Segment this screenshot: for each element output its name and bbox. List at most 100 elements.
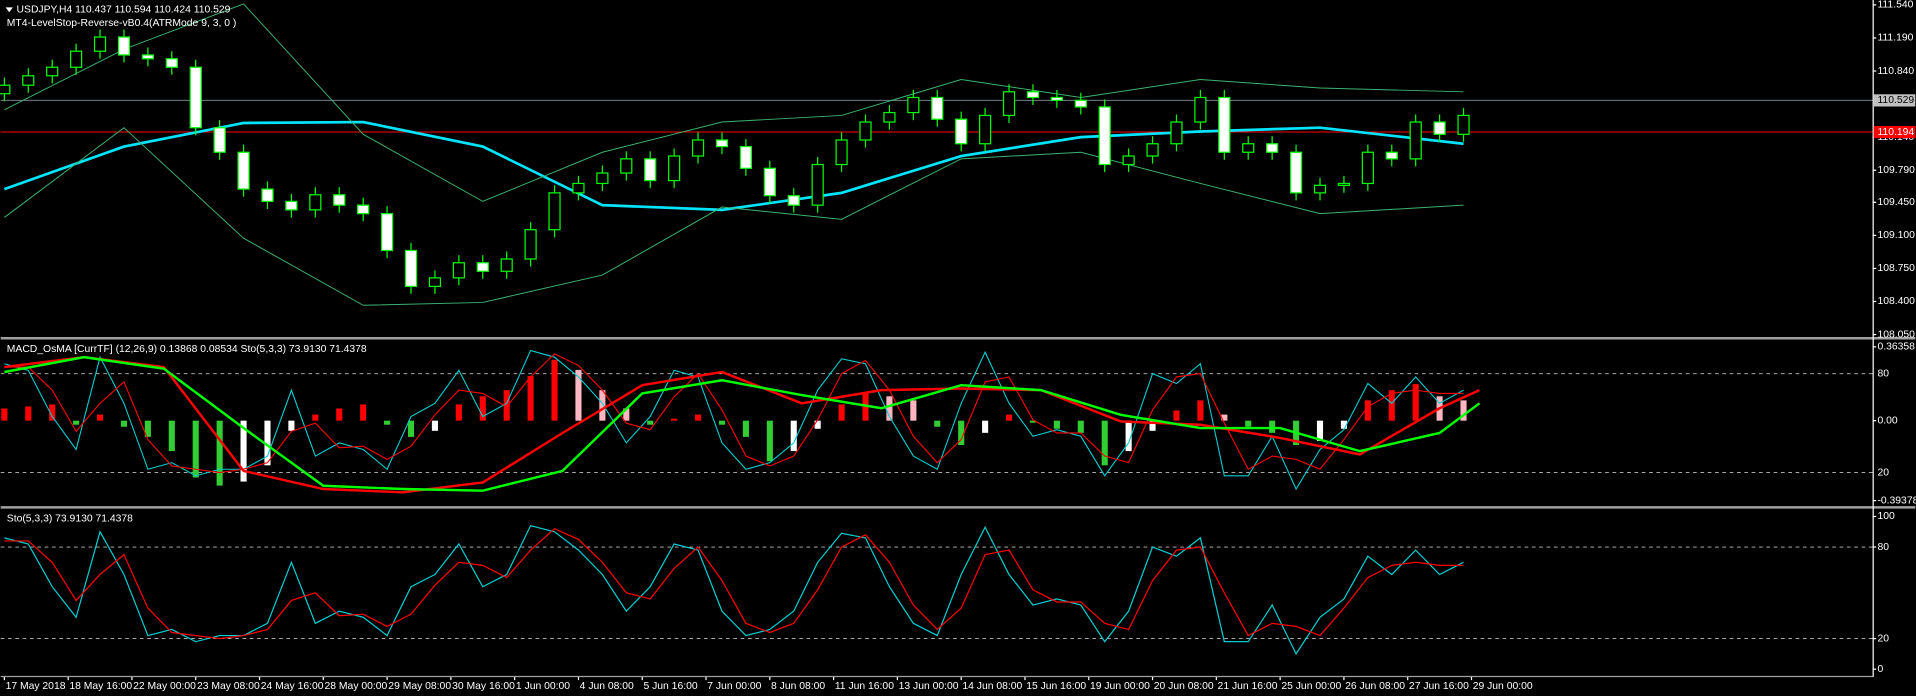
x-tick-label: 14 Jun 08:00 <box>962 681 1022 692</box>
candle-body <box>1050 96 1063 101</box>
candle-body <box>811 163 824 206</box>
x-tick-label: 28 May 00:00 <box>325 681 388 692</box>
histogram-bar <box>192 420 199 478</box>
collapse-icon[interactable] <box>5 7 13 13</box>
candle-body <box>835 139 848 166</box>
candle-body <box>1074 99 1087 108</box>
candle-body <box>189 66 202 129</box>
overlay-line <box>3 120 1464 212</box>
candle-body <box>1313 184 1327 194</box>
candle-body <box>1098 106 1111 166</box>
histogram-bar <box>1340 420 1347 429</box>
histogram-bar <box>312 414 319 421</box>
candle-body <box>763 167 776 197</box>
candle-body <box>0 84 11 95</box>
histogram-bar <box>982 420 989 433</box>
histogram-bar <box>1316 420 1324 441</box>
signal-line <box>4 355 1481 492</box>
candle-body <box>931 96 944 120</box>
candle-body <box>380 213 394 252</box>
candle-body <box>165 58 178 68</box>
x-tick-label: 26 Jun 08:00 <box>1345 681 1405 692</box>
x-tick-label: 20 Jun 08:00 <box>1154 681 1214 692</box>
candle-body <box>979 114 992 145</box>
histogram-bar <box>1053 420 1060 429</box>
candle-body <box>213 127 226 153</box>
candle-body <box>907 96 920 114</box>
histogram-bar <box>790 420 797 452</box>
price-label: 110.529 <box>1877 95 1914 106</box>
candle-body <box>404 249 418 287</box>
histogram-bar <box>455 404 462 421</box>
histogram-bar <box>1077 420 1084 433</box>
histogram-bar <box>407 420 415 437</box>
candle-body <box>285 200 298 211</box>
candle-body <box>1266 143 1279 153</box>
candle-body <box>1385 151 1398 160</box>
histogram-bar <box>551 359 558 421</box>
y-tick-label: 100 <box>1877 511 1895 522</box>
candle-body <box>1337 182 1351 186</box>
price-label-box <box>1873 125 1916 139</box>
candle-body <box>668 155 681 182</box>
histogram-bar <box>838 404 845 421</box>
y-tick-label: 109.450 <box>1877 197 1915 208</box>
frame <box>0 0 1916 678</box>
candle-body <box>859 121 872 141</box>
y-tick-label: -0.39378 <box>1877 495 1916 506</box>
histogram-bar <box>73 420 80 425</box>
histogram-bar <box>288 420 295 431</box>
y2-tick-label: 20 <box>1877 467 1889 478</box>
histogram-bar <box>934 420 941 427</box>
histogram-bar <box>216 420 223 486</box>
histogram-bar <box>1 408 8 421</box>
x-tick-label: 4 Jun 08:00 <box>580 681 634 692</box>
y-tick-label: 109.100 <box>1877 230 1915 241</box>
candle-body <box>428 277 442 287</box>
y-tick-label: 0 <box>1877 664 1883 675</box>
x-tick-label: 22 May 00:00 <box>133 681 196 692</box>
histogram-bar <box>1269 420 1276 433</box>
x-tick-label: 7 Jun 00:00 <box>707 681 761 692</box>
text-layer: USDJPY,H4 110.437 110.594 110.424 110.52… <box>6 0 1916 692</box>
y-tick-label: 0.36358 <box>1877 342 1915 353</box>
histogram-bar <box>1245 420 1252 427</box>
histogram-bar <box>1197 400 1204 421</box>
histogram-bar <box>240 420 247 482</box>
histogram-bar <box>96 414 104 421</box>
y-tick-label: 108.750 <box>1877 263 1915 274</box>
y-tick-label: 108.400 <box>1877 296 1915 307</box>
histogram-bar <box>168 420 175 452</box>
x-tick-label: 5 Jun 16:00 <box>643 681 697 692</box>
indicator-name: MT4-LevelStop-Reverse-vB0.4(ATRMode 9, 3… <box>7 18 237 29</box>
x-tick-label: 17 May 2018 <box>6 681 66 692</box>
candle-body <box>117 36 131 56</box>
candle-body <box>691 139 705 157</box>
histogram-bar <box>264 420 271 466</box>
x-tick-label: 30 May 16:00 <box>452 681 515 692</box>
candle-body <box>1457 114 1470 135</box>
histogram-bar <box>1388 390 1395 421</box>
histogram-bar <box>120 420 128 427</box>
histogram-bar <box>1125 420 1132 452</box>
x-tick-label: 25 Jun 00:00 <box>1281 681 1341 692</box>
histogram-bar <box>1460 400 1467 421</box>
y-tick-label: 20 <box>1877 633 1889 644</box>
candle-body <box>237 151 250 190</box>
candle-body <box>261 188 274 202</box>
candle-body <box>452 262 465 279</box>
y-tick-label: 109.790 <box>1877 165 1915 176</box>
candle-body <box>1289 151 1303 194</box>
histogram-bar <box>718 420 726 425</box>
x-tick-label: 19 Jun 00:00 <box>1090 681 1150 692</box>
x-tick-label: 21 Jun 16:00 <box>1218 681 1278 692</box>
candle-body <box>1146 143 1159 157</box>
histogram-bar <box>431 420 438 431</box>
candle-body <box>1361 151 1374 185</box>
histogram-bar <box>336 408 343 421</box>
candle-body <box>715 139 729 148</box>
candle-body <box>333 194 346 206</box>
stoch-line <box>4 527 1464 640</box>
candle-body <box>1218 96 1231 153</box>
